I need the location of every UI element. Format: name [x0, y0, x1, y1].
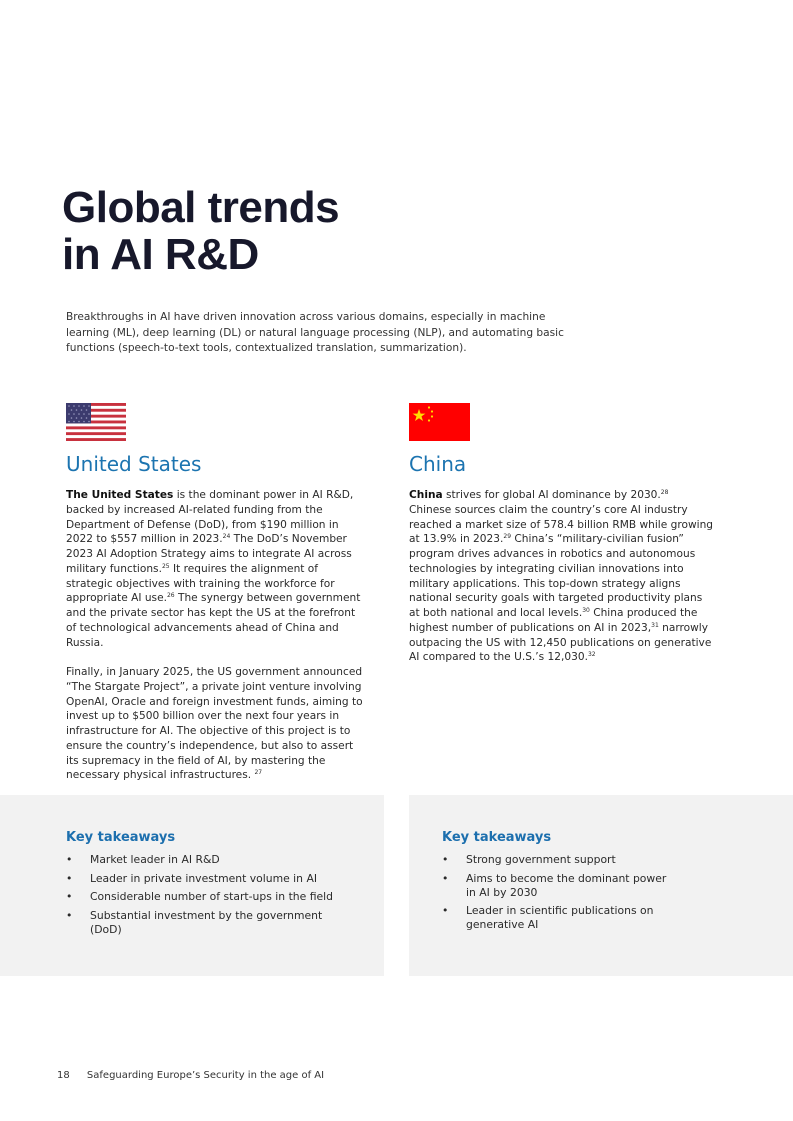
list-item: Leader in scientific publications on gen… [442, 904, 672, 932]
footnote-ref: 27 [254, 769, 263, 777]
text-run: It requires the alignment of strategic o… [66, 562, 335, 605]
text-run: The United States [66, 489, 174, 501]
text-run: narrowly outpacing the US with 12,450 pu… [409, 621, 712, 664]
text-run: Finally, in January 2025, the US governm… [66, 666, 363, 782]
us-paragraph-1: The United States is the dominant power … [66, 488, 368, 650]
footnote-ref: 29 [503, 533, 512, 541]
footnote-ref: 28 [660, 489, 669, 496]
china-heading: China [409, 452, 467, 476]
us-takeaways-heading: Key takeaways [66, 830, 176, 845]
page-title: Global trends in AI R&D [62, 183, 340, 279]
footnote-ref: 25 [161, 562, 170, 570]
text-run: Chinese sources claim the country’s core… [409, 503, 714, 546]
us-body: The United States is the dominant power … [66, 488, 368, 798]
china-takeaways-list: Strong government support Aims to become… [442, 853, 672, 937]
footnote-ref: 26 [166, 592, 175, 600]
text-run: The DoD’s November 2023 AI Adoption Stra… [66, 533, 352, 575]
text-run: The synergy between government and the p… [66, 592, 361, 649]
text-run: China’s “military-civilian fusion” progr… [409, 533, 703, 619]
publication-title: Safeguarding Europe’s Security in the ag… [86, 1070, 325, 1081]
list-item: Strong government support [442, 853, 672, 867]
list-item: Aims to become the dominant power in AI … [442, 872, 672, 900]
text-run: strives for global AI dominance by 2030. [442, 489, 661, 501]
us-flag-icon [66, 403, 126, 441]
text-run: Global trends [62, 183, 340, 232]
us-takeaways-box: Key takeaways Market leader in AI R&D Le… [0, 795, 384, 976]
footnote-ref: 32 [587, 651, 596, 659]
list-item: Considerable number of start-ups in the … [66, 890, 356, 904]
text-run: is the dominant power in AI R&D, backed … [66, 489, 354, 546]
text-run: China produced the highest number of pub… [409, 607, 698, 634]
us-heading: United States [66, 452, 202, 476]
intro-paragraph: Breakthroughs in AI have driven innovati… [66, 311, 564, 354]
china-takeaways-heading: Key takeaways [442, 830, 552, 845]
china-flag-icon [409, 403, 470, 441]
list-item: Market leader in AI R&D [66, 853, 356, 867]
list-item: Leader in private investment volume in A… [66, 872, 356, 886]
us-takeaways-list: Market leader in AI R&D Leader in privat… [66, 853, 356, 941]
text-run: China [409, 489, 443, 501]
page-footer: 18 Safeguarding Europe’s Security in the… [57, 1070, 324, 1081]
footnote-ref: 24 [222, 533, 231, 541]
page-number: 18 [57, 1070, 70, 1081]
china-paragraph-1: China strives for global AI dominance by… [409, 488, 714, 665]
china-takeaways-box: Key takeaways Strong government support … [409, 795, 793, 976]
text-run: in AI R&D [62, 230, 259, 279]
list-item: Substantial investment by the government… [66, 909, 356, 937]
us-paragraph-2: Finally, in January 2025, the US governm… [66, 665, 368, 783]
china-body: China strives for global AI dominance by… [409, 488, 714, 680]
footnote-ref: 31 [651, 621, 659, 629]
footnote-ref: 30 [582, 607, 590, 614]
